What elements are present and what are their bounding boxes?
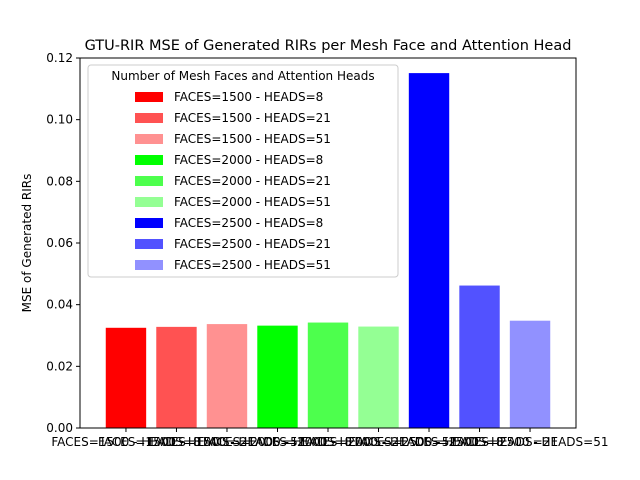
legend-label: FACES=2000 - HEADS=21 [174,174,331,188]
legend-label: FACES=1500 - HEADS=51 [174,132,331,146]
bar-1 [105,327,147,428]
legend-frame [87,64,399,278]
legend-swatch [135,197,163,207]
chart-title: GTU-RIR MSE of Generated RIRs per Mesh F… [85,38,572,54]
y-ticks-group: 0.00 0.02 0.04 0.06 0.08 0.10 0.12 [46,51,80,435]
bar-9 [509,320,551,428]
y-tick-label: 0.00 [46,421,73,435]
bar-6 [358,326,399,428]
legend-swatch [135,176,163,186]
legend-swatch [135,218,163,228]
bar-3 [206,324,248,428]
y-axis-label: MSE of Generated RIRs [20,174,34,313]
x-tick-label: FACES=2000 - HEADS=51 [300,435,457,449]
plot-frame [79,57,577,429]
bar-5 [307,322,349,428]
legend-label: FACES=2500 - HEADS=8 [174,216,323,230]
legend-title: Number of Mesh Faces and Attention Heads [111,69,374,83]
y-tick-label: 0.08 [46,174,73,188]
legend: Number of Mesh Faces and Attention Heads… [87,64,399,278]
x-tick-label: FACES=1500 - HEADS=21 [98,435,255,449]
legend-swatch [135,155,163,165]
y-tick-label: 0.02 [46,359,73,373]
x-tick-label: FACES=2500 - HEADS=21 [401,435,558,449]
bar-4 [257,325,298,428]
bar-2 [156,326,197,428]
legend-label: FACES=1500 - HEADS=8 [174,90,323,104]
legend-swatch [135,113,163,123]
y-tick-label: 0.10 [46,113,73,127]
legend-label: FACES=2000 - HEADS=51 [174,195,331,209]
bars-group [105,73,551,428]
x-tick-label: FACES=2500 - HEADS=51 [452,435,609,449]
bar-8 [459,285,500,428]
legend-swatch [135,260,163,270]
legend-entries: FACES=1500 - HEADS=8 FACES=1500 - HEADS=2… [135,90,331,272]
legend-swatch [135,239,163,249]
legend-swatch [135,92,163,102]
y-tick-label: 0.12 [46,51,73,65]
legend-swatch [135,134,163,144]
legend-label: FACES=2000 - HEADS=8 [174,153,323,167]
y-tick-label: 0.06 [46,236,73,250]
x-tick-label: FACES=2500 - HEADS=8 [354,435,503,449]
legend-label: FACES=2500 - HEADS=21 [174,237,331,251]
x-tick-label: FACES=1500 - HEADS=51 [149,435,306,449]
y-tick-label: 0.04 [46,298,73,312]
x-tick-label: FACES=2000 - HEADS=21 [250,435,407,449]
legend-label: FACES=2500 - HEADS=51 [174,258,331,272]
legend-label: FACES=1500 - HEADS=21 [174,111,331,125]
bar-7 [408,73,450,428]
x-tick-label: FACES=2000 - HEADS=8 [203,435,352,449]
x-tick-label: FACES=1500 - HEADS=8 [51,435,200,449]
